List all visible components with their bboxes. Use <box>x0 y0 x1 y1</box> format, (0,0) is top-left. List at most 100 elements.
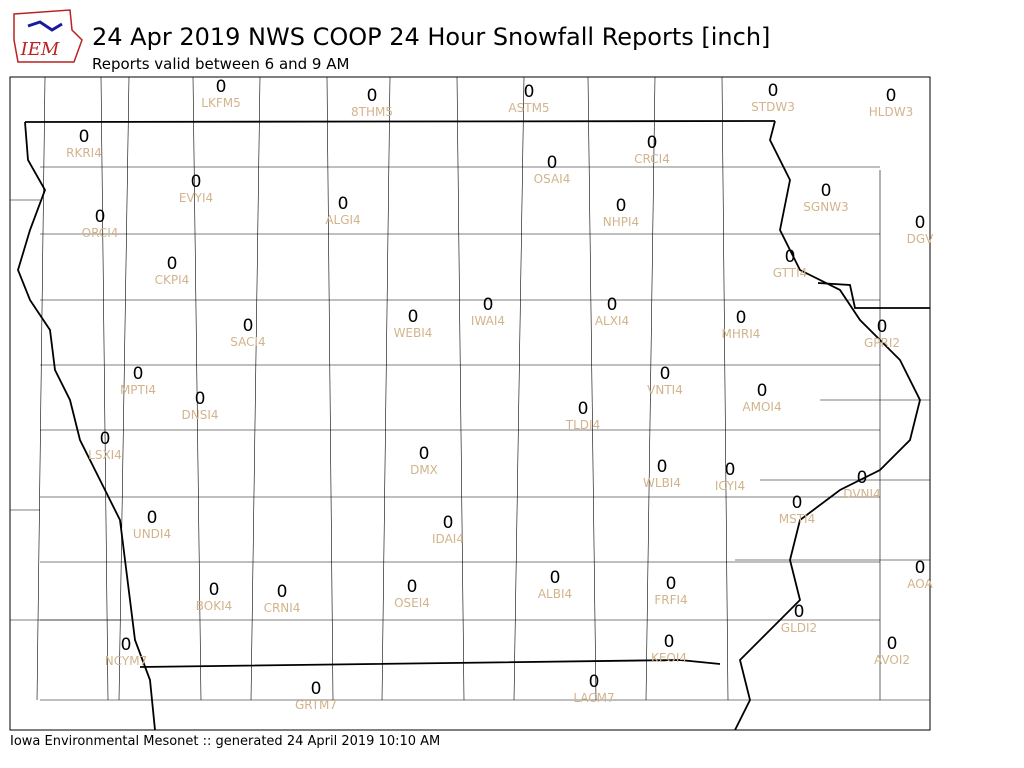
map <box>9 76 931 731</box>
station-value: 0 <box>821 181 832 201</box>
station-value: 0 <box>191 172 202 192</box>
station-value: 0 <box>785 247 796 267</box>
county-line <box>326 76 334 701</box>
station-value: 0 <box>216 77 227 97</box>
station-value: 0 <box>408 307 419 327</box>
station-id: SACI4 <box>230 335 265 349</box>
station-id: MPTI4 <box>120 383 156 397</box>
station-id: ALBI4 <box>538 587 572 601</box>
station-id: RKRI4 <box>66 146 102 160</box>
station-value: 0 <box>79 127 90 147</box>
station-id: WLBI4 <box>643 476 681 490</box>
missouri-river <box>17 121 156 731</box>
county-line <box>381 76 391 701</box>
wisconsin-border <box>817 282 930 309</box>
station-id: VNTI4 <box>647 383 683 397</box>
iowa-north-border <box>24 120 776 123</box>
station-value: 0 <box>209 580 220 600</box>
station-value: 0 <box>792 493 803 513</box>
station-value: 0 <box>524 82 535 102</box>
station-id: AVOI2 <box>874 653 910 667</box>
county-line <box>456 76 465 701</box>
station-id: LKFM5 <box>201 96 240 110</box>
county-line <box>645 76 656 701</box>
station-id: ALXI4 <box>595 314 629 328</box>
station-id: NCYM7 <box>105 654 147 668</box>
station-id: 8THM5 <box>351 105 393 119</box>
station-id: OSAI4 <box>534 172 571 186</box>
station-id: OSEI4 <box>394 596 430 610</box>
logo-mark <box>27 20 63 32</box>
station-id: IDAI4 <box>432 532 464 546</box>
county-line <box>250 76 261 701</box>
station-value: 0 <box>647 133 658 153</box>
map-frame <box>9 76 931 731</box>
station-value: 0 <box>311 679 322 699</box>
station-value: 0 <box>616 196 627 216</box>
county-lines <box>10 76 930 701</box>
subtitle: Reports valid between 6 and 9 AM <box>92 55 349 73</box>
mississippi-river <box>734 120 921 731</box>
station-value: 0 <box>578 399 589 419</box>
station-id: GTTI4 <box>773 266 808 280</box>
station-id: WEBI4 <box>394 326 433 340</box>
station-value: 0 <box>95 207 106 227</box>
station-id: GLDI2 <box>781 621 817 635</box>
station-value: 0 <box>589 672 600 692</box>
station-id: HLDW3 <box>869 105 913 119</box>
county-line <box>587 76 597 701</box>
county-line <box>36 76 46 701</box>
station-value: 0 <box>195 389 206 409</box>
station-value: 0 <box>660 364 671 384</box>
station-id: TLDI4 <box>565 418 600 432</box>
station-id: ICYI4 <box>715 479 745 493</box>
station-value: 0 <box>607 295 618 315</box>
station-value: 0 <box>121 635 132 655</box>
station-id: ALGI4 <box>325 213 360 227</box>
county-line <box>721 76 729 701</box>
station-value: 0 <box>133 364 144 384</box>
logo-text: IEM <box>20 39 60 60</box>
station-id: GRTM7 <box>295 698 337 712</box>
station-id: MHRI4 <box>722 327 761 341</box>
county-line <box>513 76 525 701</box>
station-value: 0 <box>147 508 158 528</box>
station-value: 0 <box>887 634 898 654</box>
station-id: UNDI4 <box>133 527 171 541</box>
station-value: 0 <box>550 568 561 588</box>
station-id: NHPI4 <box>603 215 639 229</box>
station-id: KEOI4 <box>651 651 687 665</box>
station-value: 0 <box>725 460 736 480</box>
station-value: 0 <box>483 295 494 315</box>
station-id: LSXI4 <box>88 448 122 462</box>
station-value: 0 <box>338 194 349 214</box>
station-id: SGNW3 <box>803 200 848 214</box>
station-value: 0 <box>857 468 868 488</box>
station-id: LACM7 <box>573 691 614 705</box>
station-id: DNSI4 <box>181 408 218 422</box>
county-line <box>100 76 109 701</box>
county-line <box>192 76 202 701</box>
station-id: STDW3 <box>751 100 795 114</box>
station-id: AMOI4 <box>742 400 781 414</box>
station-value: 0 <box>443 513 454 533</box>
station-id: ORCI4 <box>82 226 119 240</box>
station-id: IWAI4 <box>471 314 505 328</box>
station-value: 0 <box>736 308 747 328</box>
station-value: 0 <box>794 602 805 622</box>
station-value: 0 <box>757 381 768 401</box>
footer: Iowa Environmental Mesonet :: generated … <box>10 734 440 749</box>
station-value: 0 <box>886 86 897 106</box>
county-line <box>118 76 130 701</box>
station-value: 0 <box>367 86 378 106</box>
station-value: 0 <box>664 632 675 652</box>
station-value: 0 <box>915 558 926 578</box>
station-value: 0 <box>547 153 558 173</box>
stations: LKFM508THM50ASTM50STDW30HLDW30RKRI40CRCI… <box>66 77 934 712</box>
station-id: AOA <box>907 577 933 591</box>
station-id: MSTI4 <box>779 512 815 526</box>
station-id: ASTM5 <box>508 101 549 115</box>
station-id: DGV <box>907 232 935 246</box>
logo-outline <box>13 9 83 63</box>
